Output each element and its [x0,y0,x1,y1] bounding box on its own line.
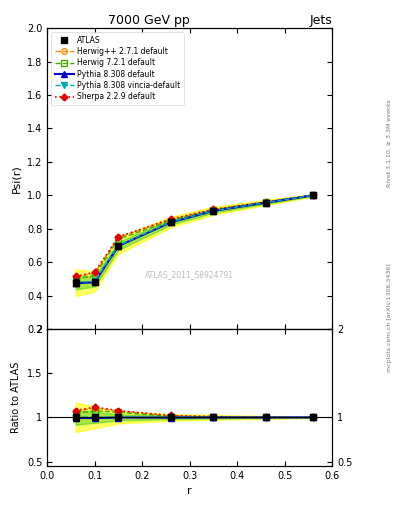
Text: mcplots.cern.ch [arXiv:1306.3436]: mcplots.cern.ch [arXiv:1306.3436] [387,263,392,372]
X-axis label: r: r [187,486,192,496]
Text: Rivet 3.1.10, ≥ 3.3M events: Rivet 3.1.10, ≥ 3.3M events [387,99,392,187]
Text: Jets: Jets [309,14,332,27]
Y-axis label: Psi(r): Psi(r) [11,164,21,193]
Legend: ATLAS, Herwig++ 2.7.1 default, Herwig 7.2.1 default, Pythia 8.308 default, Pythi: ATLAS, Herwig++ 2.7.1 default, Herwig 7.… [51,32,184,105]
Text: 7000 GeV pp: 7000 GeV pp [108,14,190,27]
Text: ATLAS_2011_S8924791: ATLAS_2011_S8924791 [145,270,234,280]
Y-axis label: Ratio to ATLAS: Ratio to ATLAS [11,362,21,433]
